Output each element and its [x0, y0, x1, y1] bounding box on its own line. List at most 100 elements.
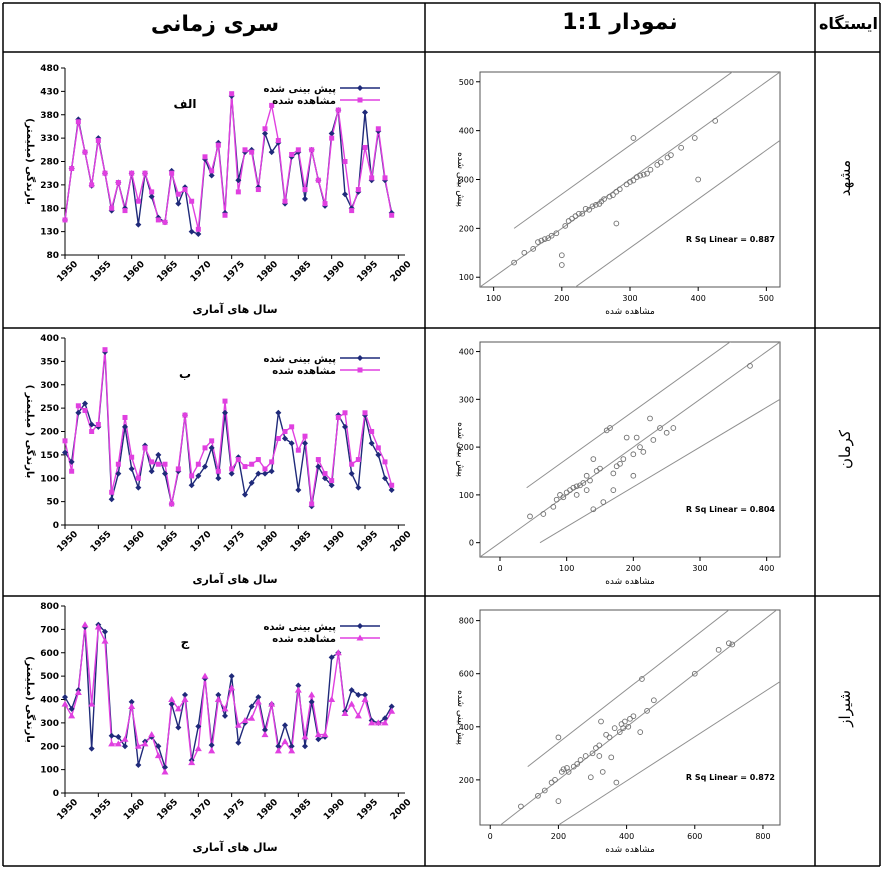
panel-letter: الف [174, 97, 197, 111]
x-axis-label: سال های آماری [192, 302, 277, 316]
scatter-point [617, 460, 623, 467]
x-tick-label: 1990 [322, 797, 347, 822]
scatter-point [596, 742, 603, 749]
scatter-point [555, 734, 562, 741]
scatter-point [622, 718, 628, 725]
predicted-point [215, 691, 222, 698]
scatter-point [606, 193, 613, 200]
legend-predicted-marker [357, 85, 363, 91]
observed-point [222, 212, 228, 218]
scatter-point [586, 206, 592, 213]
predicted-point [388, 486, 395, 493]
y-tick-label: 480 [40, 64, 59, 74]
predicted-point [382, 475, 388, 482]
predicted-point [375, 451, 382, 458]
observed-point [262, 126, 268, 132]
scatter-point [587, 774, 594, 781]
scatter-point [747, 363, 753, 369]
observed-point [234, 721, 242, 728]
observed-point [349, 208, 355, 214]
observed-point [282, 198, 288, 204]
scatter-point [573, 492, 580, 498]
scatter-point [587, 477, 593, 484]
y-tick-label: 200 [459, 443, 474, 452]
predicted-point [348, 687, 355, 694]
predicted-point [248, 479, 255, 486]
scatter-point [610, 487, 617, 493]
predicted-point [368, 440, 375, 447]
x-axis-label: مشاهده شده [605, 577, 655, 587]
scatter-point [729, 641, 736, 648]
y-axis-label: پیش بینی شده [455, 690, 465, 745]
predicted-point [82, 400, 88, 407]
x-tick-label: 1960 [122, 529, 147, 554]
legend-observed-label: مشاهده شده [272, 634, 336, 645]
observed-point [168, 696, 176, 702]
observed-point [242, 147, 248, 153]
plot-area [480, 72, 780, 287]
predicted-point [242, 491, 248, 498]
predicted-point [208, 742, 215, 749]
predicted-point [195, 723, 202, 730]
predicted-point [255, 470, 262, 477]
scatter-point [637, 444, 643, 450]
scatter-point [527, 513, 533, 520]
observed-point [189, 473, 195, 479]
scatter-point [616, 729, 623, 735]
x-axis-label: مشاهده شده [605, 845, 655, 855]
scatter-point [570, 484, 577, 491]
scatter-point [518, 803, 524, 810]
observed-series-line [64, 349, 393, 505]
y-tick-label: 100 [40, 474, 59, 484]
predicted-point [215, 475, 222, 482]
scatter-point [541, 787, 548, 794]
observed-point [288, 747, 296, 754]
legend-observed-marker [357, 367, 363, 373]
scatter-point [608, 754, 615, 761]
predicted-point [262, 726, 268, 733]
observed-point [155, 461, 161, 467]
observed-point [249, 461, 255, 467]
scatter-point [541, 236, 548, 242]
y-tick-label: 380 [40, 111, 59, 121]
observed-point [309, 501, 315, 507]
predicted-point [328, 482, 335, 489]
observed-point [114, 740, 122, 747]
scatter-point [670, 425, 677, 431]
observed-point [141, 740, 149, 747]
observed-point [262, 466, 268, 472]
observed-point [321, 731, 329, 738]
observed-point [189, 198, 195, 204]
observed-point [302, 187, 308, 193]
reference-line [480, 342, 780, 557]
observed-point [61, 700, 69, 707]
x-tick-label: 1970 [189, 797, 214, 822]
r-squared-label: R Sq Linear = 0.887 [686, 235, 775, 244]
predicted-point [68, 705, 75, 712]
observed-point [382, 175, 388, 181]
scatter-point [599, 769, 606, 775]
predicted-point [268, 149, 275, 156]
y-tick-label: 280 [40, 158, 59, 168]
scatter-point [650, 437, 657, 443]
observed-point [289, 151, 295, 157]
observed-point [281, 738, 289, 745]
scatter-point [600, 499, 607, 505]
observed-point [122, 414, 128, 420]
observed-point [102, 170, 108, 176]
x-tick-label: 1965 [155, 259, 180, 284]
predicted-point [248, 703, 255, 710]
y-tick-label: 130 [40, 228, 59, 238]
observed-point [374, 719, 382, 726]
x-tick-label: 1975 [222, 797, 247, 822]
scatter-point [644, 708, 650, 714]
observed-point [335, 414, 341, 420]
y-axis-label: پیش بینی شده [455, 152, 465, 207]
observed-point [81, 621, 89, 628]
observed-point [235, 457, 241, 463]
scatter-point [606, 734, 613, 741]
y-tick-label: 200 [459, 776, 474, 785]
observed-point [95, 137, 101, 143]
